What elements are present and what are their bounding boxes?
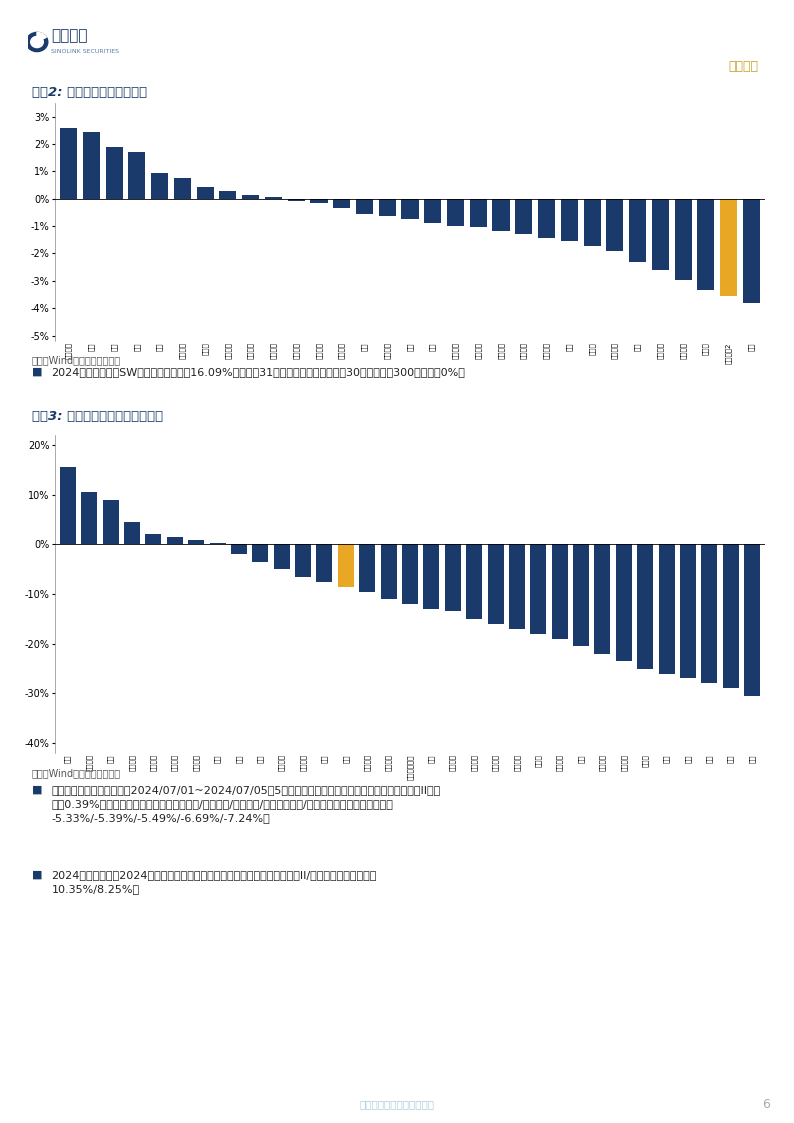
- Bar: [287, 199, 305, 201]
- Text: 图表3: 申万行业板块年初至今表现: 图表3: 申万行业板块年初至今表现: [32, 410, 163, 423]
- Bar: [356, 199, 373, 213]
- Bar: [538, 199, 555, 238]
- Bar: [402, 199, 418, 219]
- Bar: [743, 199, 760, 303]
- Bar: [607, 199, 623, 250]
- Bar: [552, 545, 568, 639]
- Bar: [317, 545, 333, 582]
- Bar: [561, 199, 578, 241]
- Bar: [188, 540, 204, 545]
- Text: 上周机械板块表现：上周（2024/07/01~2024/07/05）5个交易日，机械细分板块涨幅的板块是航交设备II，涨
幅为0.39%；跌幅前五的板块为其他专: 上周机械板块表现：上周（2024/07/01~2024/07/05）5个交易日，…: [52, 785, 441, 823]
- Bar: [697, 199, 715, 291]
- Bar: [638, 545, 653, 668]
- Bar: [124, 522, 140, 545]
- Text: SINOLINK SECURITIES: SINOLINK SECURITIES: [52, 49, 119, 54]
- Circle shape: [31, 36, 44, 47]
- Bar: [252, 545, 268, 562]
- Bar: [515, 199, 532, 234]
- Text: 2024年至今表现：SW机械设备指数下跌16.09%，在中万31个一级行业分类中排名第30；同期沪深300指数上涨0%。: 2024年至今表现：SW机械设备指数下跌16.09%，在中万31个一级行业分类中…: [52, 367, 465, 377]
- Bar: [333, 199, 350, 209]
- Text: 2024年至今表现：2024年初至今，机械细分板块涨幅前二的板块是航交设备II/工程机械，涨幅分别为
10.35%/8.25%。: 2024年至今表现：2024年初至今，机械细分板块涨幅前二的板块是航交设备II/…: [52, 870, 377, 894]
- Bar: [60, 128, 77, 199]
- Text: 6: 6: [762, 1097, 770, 1111]
- Bar: [509, 545, 525, 629]
- Text: 图表2: 申万行业板块上周表现: 图表2: 申万行业板块上周表现: [32, 86, 147, 99]
- Bar: [231, 545, 247, 555]
- Bar: [379, 199, 395, 216]
- Bar: [197, 188, 214, 199]
- Text: 来源：Wind，国金证券研究所: 来源：Wind，国金证券研究所: [32, 355, 121, 365]
- Bar: [424, 199, 441, 222]
- Bar: [295, 545, 311, 576]
- Bar: [675, 199, 692, 281]
- Bar: [81, 492, 97, 545]
- Bar: [701, 545, 718, 684]
- Bar: [658, 545, 675, 674]
- Bar: [530, 545, 546, 633]
- Bar: [492, 199, 510, 231]
- Bar: [106, 147, 123, 199]
- Bar: [744, 545, 760, 696]
- Bar: [337, 545, 354, 586]
- Text: ■: ■: [32, 870, 42, 880]
- Bar: [680, 545, 696, 678]
- Bar: [423, 545, 439, 609]
- Text: 国金证券: 国金证券: [52, 28, 88, 43]
- Bar: [60, 467, 76, 545]
- Text: ■: ■: [32, 785, 42, 795]
- Bar: [83, 131, 100, 199]
- Bar: [167, 537, 183, 545]
- Bar: [720, 199, 737, 295]
- Bar: [616, 545, 632, 661]
- Wedge shape: [37, 33, 46, 42]
- Bar: [652, 199, 669, 271]
- Bar: [470, 199, 487, 228]
- Text: 行业周报: 行业周报: [728, 60, 758, 73]
- Bar: [584, 199, 600, 246]
- Bar: [380, 545, 397, 599]
- Bar: [595, 545, 611, 654]
- Bar: [242, 195, 259, 199]
- Text: 来源：Wind，国金证券研究所: 来源：Wind，国金证券研究所: [32, 768, 121, 778]
- Text: 敬请参阅最后一页特别声明: 敬请参阅最后一页特别声明: [360, 1099, 434, 1110]
- Bar: [129, 153, 145, 199]
- Bar: [274, 545, 290, 569]
- Bar: [174, 179, 191, 199]
- Bar: [102, 500, 118, 545]
- Bar: [219, 191, 237, 199]
- Text: ■: ■: [32, 367, 42, 377]
- Bar: [466, 545, 482, 619]
- Bar: [629, 199, 646, 262]
- Bar: [310, 199, 327, 203]
- Bar: [402, 545, 418, 604]
- Bar: [447, 199, 464, 226]
- Bar: [573, 545, 589, 646]
- Bar: [359, 545, 376, 592]
- Bar: [210, 542, 225, 545]
- Bar: [723, 545, 738, 688]
- Bar: [145, 535, 161, 545]
- Circle shape: [26, 33, 48, 52]
- Bar: [151, 173, 168, 199]
- Bar: [265, 198, 282, 199]
- Bar: [488, 545, 503, 623]
- Bar: [445, 545, 461, 611]
